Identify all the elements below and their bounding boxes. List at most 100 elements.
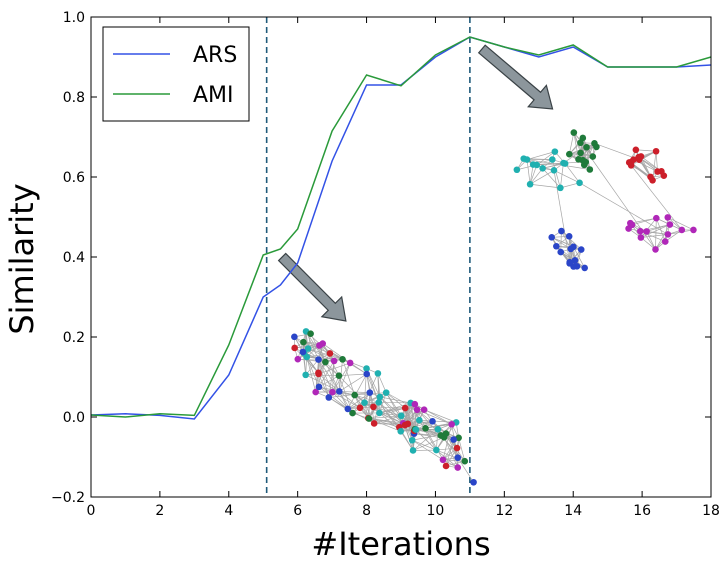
y-tick-label: 0.4 bbox=[63, 250, 85, 266]
graph-insets bbox=[277, 44, 697, 486]
graph-node bbox=[361, 399, 368, 406]
graph-node bbox=[453, 444, 461, 452]
graph-edge bbox=[412, 437, 445, 451]
graph-edge bbox=[564, 163, 580, 184]
graph-node bbox=[429, 418, 436, 425]
graph-edge bbox=[553, 170, 580, 184]
graph-node bbox=[437, 432, 445, 439]
graph-edge bbox=[352, 392, 371, 414]
graph-node bbox=[654, 168, 661, 175]
graph-edge bbox=[318, 373, 340, 392]
graph-node bbox=[455, 434, 462, 442]
graph-edge bbox=[436, 429, 439, 451]
graph-node bbox=[374, 370, 382, 377]
graph-node bbox=[442, 462, 450, 470]
graph-node bbox=[690, 226, 697, 234]
graph-node bbox=[411, 400, 419, 408]
graph-inset bbox=[291, 328, 477, 486]
graph-edge bbox=[318, 359, 330, 398]
graph-edge bbox=[328, 392, 370, 398]
graph-edge bbox=[568, 132, 575, 155]
graph-edge bbox=[342, 359, 367, 369]
graph-edge bbox=[368, 415, 402, 419]
graph-node bbox=[294, 355, 302, 363]
graph-node bbox=[365, 415, 373, 422]
y-tick-label: 0.8 bbox=[63, 90, 85, 106]
y-tick-label: 1.0 bbox=[63, 10, 85, 26]
graph-node bbox=[627, 159, 635, 166]
graph-edge bbox=[458, 437, 466, 462]
graph-node bbox=[382, 389, 390, 396]
graph-node bbox=[304, 345, 312, 352]
graph-node bbox=[329, 388, 336, 396]
graph-edge bbox=[305, 359, 319, 376]
graph-edge bbox=[529, 164, 538, 185]
graph-node bbox=[434, 425, 442, 433]
graph-node bbox=[335, 372, 343, 379]
y-tick-label: 0.0 bbox=[63, 410, 85, 426]
graph-node bbox=[558, 227, 565, 235]
graph-node bbox=[550, 167, 558, 174]
graph-node bbox=[312, 388, 319, 396]
graph-edge bbox=[425, 428, 444, 460]
graph-node bbox=[376, 393, 384, 401]
graph-node bbox=[551, 148, 559, 155]
x-tick-label: 14 bbox=[564, 503, 582, 519]
x-tick-label: 18 bbox=[702, 503, 720, 519]
graph-edge bbox=[378, 401, 411, 404]
graph-edge bbox=[385, 392, 406, 409]
graph-edge bbox=[453, 439, 459, 468]
graph-edge bbox=[414, 403, 452, 425]
graph-node bbox=[363, 365, 370, 372]
graph-edge bbox=[379, 392, 387, 414]
graph-edge bbox=[526, 159, 531, 185]
graph-node bbox=[315, 356, 322, 363]
graph-node bbox=[583, 143, 590, 151]
graph-node bbox=[322, 358, 329, 366]
graph-node bbox=[523, 156, 531, 163]
graph-edge bbox=[415, 429, 437, 451]
graph-edge bbox=[560, 163, 564, 188]
graph-edge bbox=[339, 373, 367, 392]
graph-node bbox=[461, 457, 469, 465]
graph-node bbox=[548, 233, 556, 241]
graph-edge bbox=[386, 392, 418, 411]
graph-node bbox=[635, 156, 643, 163]
x-tick-label: 8 bbox=[362, 503, 371, 519]
graph-node bbox=[582, 158, 590, 166]
graph-node bbox=[422, 425, 429, 432]
arrow-to-mixed-graph bbox=[277, 252, 347, 322]
graph-edge bbox=[655, 224, 671, 250]
graph-edge bbox=[443, 437, 459, 468]
x-tick-label: 12 bbox=[495, 503, 513, 519]
x-tick-label: 2 bbox=[155, 503, 164, 519]
graph-node bbox=[539, 165, 546, 172]
graph-node bbox=[566, 260, 573, 267]
graph-node bbox=[454, 464, 462, 471]
graph-edge bbox=[318, 359, 340, 392]
graph-node bbox=[397, 427, 405, 435]
graph-node bbox=[397, 412, 405, 420]
graph-node bbox=[299, 348, 307, 356]
graph-edge bbox=[373, 406, 402, 417]
graph-node bbox=[637, 234, 645, 241]
graph-node bbox=[450, 436, 457, 443]
graph-edge bbox=[551, 237, 571, 250]
graph-node bbox=[336, 388, 343, 395]
series-lines bbox=[90, 36, 712, 420]
graph-node bbox=[593, 143, 600, 151]
graph-node bbox=[664, 231, 672, 238]
graph-node bbox=[349, 409, 356, 417]
y-axis-title: Similarity bbox=[3, 183, 41, 334]
graph-node bbox=[652, 246, 659, 253]
graph-edge bbox=[556, 245, 576, 261]
graph-node bbox=[454, 454, 462, 461]
graph-node bbox=[632, 146, 640, 154]
graph-edge bbox=[442, 459, 465, 462]
y-tick-label: −0.2 bbox=[51, 490, 85, 506]
graph-edge bbox=[328, 397, 348, 410]
graph-edge bbox=[377, 373, 387, 393]
graph-node bbox=[581, 264, 588, 272]
graph-node bbox=[637, 227, 644, 235]
